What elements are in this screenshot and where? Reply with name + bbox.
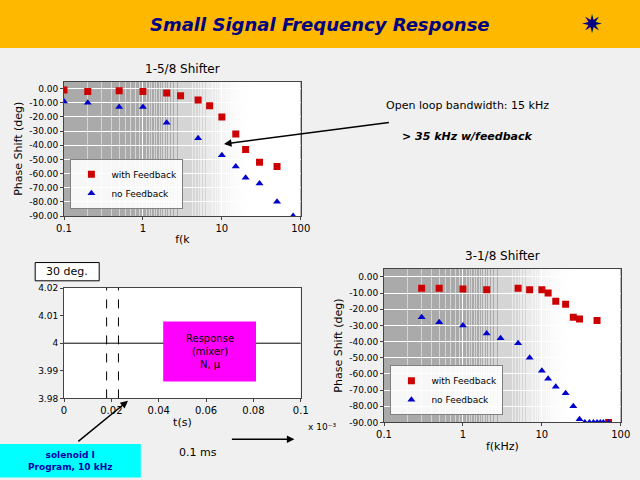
svg-text:Phase Shift (deg): Phase Shift (deg): [332, 299, 345, 393]
svg-text:3.99: 3.99: [38, 366, 58, 376]
svg-text:-40.00: -40.00: [29, 140, 58, 150]
svg-text:30 deg.: 30 deg.: [46, 265, 88, 278]
svg-text:no Feedback: no Feedback: [111, 189, 169, 199]
svg-text:-10.00: -10.00: [349, 288, 378, 298]
svg-text:with Feedback: with Feedback: [431, 376, 497, 386]
svg-text:0.04: 0.04: [148, 405, 170, 416]
svg-text:0.00: 0.00: [38, 84, 58, 94]
svg-text:0.00: 0.00: [358, 272, 378, 282]
svg-text:-20.00: -20.00: [349, 304, 378, 314]
svg-text:-40.00: -40.00: [349, 337, 378, 347]
svg-text:Response(mixer)N, μ: Response(mixer)N, μ: [186, 333, 234, 370]
svg-text:with Feedback: with Feedback: [111, 170, 177, 180]
svg-text:3-1/8 Shifter: 3-1/8 Shifter: [465, 249, 540, 263]
svg-text:f(kHz): f(kHz): [486, 440, 519, 453]
svg-text:1: 1: [460, 429, 466, 440]
svg-text:-70.00: -70.00: [29, 183, 58, 193]
svg-text:0.1 ms: 0.1 ms: [179, 446, 217, 459]
svg-text:-30.00: -30.00: [29, 126, 58, 136]
svg-text:t(s): t(s): [173, 416, 192, 429]
svg-text:0.1: 0.1: [293, 405, 309, 416]
svg-text:0: 0: [61, 405, 67, 416]
svg-text:-90.00: -90.00: [29, 211, 58, 221]
svg-text:0.02: 0.02: [100, 405, 122, 416]
svg-text:0.1: 0.1: [56, 223, 72, 234]
svg-text:✷: ✷: [581, 9, 603, 39]
svg-text:-30.00: -30.00: [349, 321, 378, 331]
svg-text:-60.00: -60.00: [349, 369, 378, 379]
svg-text:3.98: 3.98: [38, 394, 58, 404]
svg-text:-70.00: -70.00: [349, 385, 378, 395]
svg-text:-80.00: -80.00: [349, 401, 378, 411]
svg-text:-60.00: -60.00: [29, 169, 58, 179]
svg-text:-10.00: -10.00: [29, 98, 58, 108]
svg-text:100: 100: [291, 223, 310, 234]
svg-text:Open loop bandwidth: 15 kHz: Open loop bandwidth: 15 kHz: [386, 99, 549, 112]
svg-text:100: 100: [611, 429, 630, 440]
svg-text:no Feedback: no Feedback: [431, 395, 489, 405]
svg-text:-80.00: -80.00: [29, 197, 58, 207]
svg-text:> 35 kHz w/feedback: > 35 kHz w/feedback: [402, 130, 533, 143]
svg-text:-90.00: -90.00: [349, 418, 378, 428]
svg-text:0.1: 0.1: [376, 429, 392, 440]
svg-text:-50.00: -50.00: [29, 155, 58, 165]
svg-text:10: 10: [536, 429, 549, 440]
svg-text:-20.00: -20.00: [29, 112, 58, 122]
svg-text:1-5/8 Shifter: 1-5/8 Shifter: [145, 62, 220, 76]
svg-text:0.08: 0.08: [242, 405, 264, 416]
svg-text:f(k: f(k: [175, 233, 190, 246]
svg-text:4: 4: [52, 338, 58, 348]
svg-text:10: 10: [216, 223, 229, 234]
svg-text:0.06: 0.06: [195, 405, 217, 416]
svg-text:Small Signal Frequency Respons: Small Signal Frequency Response: [150, 14, 490, 35]
svg-text:x 10⁻³: x 10⁻³: [308, 422, 336, 432]
svg-text:1: 1: [140, 223, 146, 234]
svg-text:-50.00: -50.00: [349, 353, 378, 363]
svg-text:solenoid IProgram, 10 kHz: solenoid IProgram, 10 kHz: [28, 450, 113, 472]
svg-text:4.02: 4.02: [38, 283, 58, 293]
svg-text:Phase Shift (deg): Phase Shift (deg): [12, 102, 25, 196]
svg-text:4.01: 4.01: [38, 311, 58, 321]
